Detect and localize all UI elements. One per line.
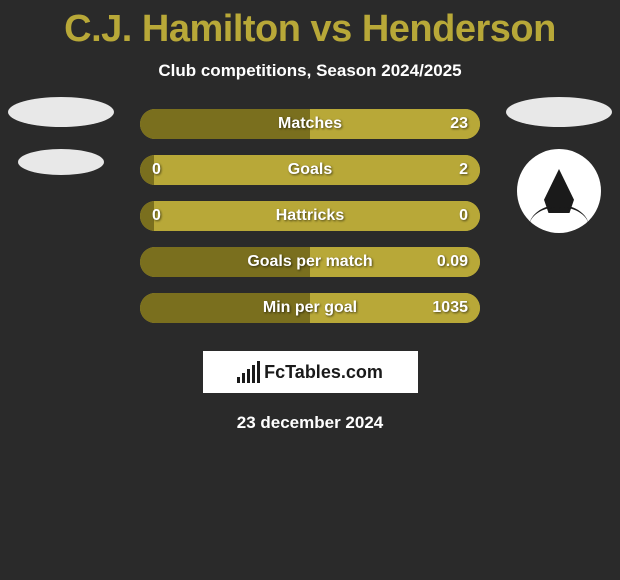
value-left: 0 xyxy=(140,161,200,179)
value-left: 0 xyxy=(140,207,200,225)
stat-rows: Matches230Goals20Hattricks0Goals per mat… xyxy=(140,109,480,323)
value-right: 2 xyxy=(420,161,480,179)
subtitle: Club competitions, Season 2024/2025 xyxy=(0,61,620,81)
stat-label: Matches xyxy=(200,115,420,133)
value-right: 0 xyxy=(420,207,480,225)
stat-row: Goals per match0.09 xyxy=(140,247,480,277)
brand-text: FcTables.com xyxy=(264,362,383,383)
club-name-arc: ALKIR xyxy=(529,205,589,227)
club-marker-left xyxy=(18,149,104,175)
date-text: 23 december 2024 xyxy=(0,413,620,433)
stat-row: Matches23 xyxy=(140,109,480,139)
stat-row: 0Goals2 xyxy=(140,155,480,185)
stat-row: 0Hattricks0 xyxy=(140,201,480,231)
stat-row: Min per goal1035 xyxy=(140,293,480,323)
country-marker-left xyxy=(8,97,114,127)
country-marker-right xyxy=(506,97,612,127)
club-badge-right: ALKIR xyxy=(517,149,601,233)
stat-label: Hattricks xyxy=(200,207,420,225)
stat-label: Goals xyxy=(200,161,420,179)
comparison-content: ALKIR Matches230Goals20Hattricks0Goals p… xyxy=(0,109,620,433)
page-title: C.J. Hamilton vs Henderson xyxy=(0,0,620,51)
stat-label: Goals per match xyxy=(200,253,420,271)
bars-icon xyxy=(237,361,260,383)
right-logos: ALKIR xyxy=(504,97,614,233)
value-right: 23 xyxy=(420,115,480,133)
value-right: 1035 xyxy=(420,299,480,317)
brand-box: FcTables.com xyxy=(203,351,418,393)
left-logos xyxy=(6,97,116,175)
value-right: 0.09 xyxy=(420,253,480,271)
stat-label: Min per goal xyxy=(200,299,420,317)
